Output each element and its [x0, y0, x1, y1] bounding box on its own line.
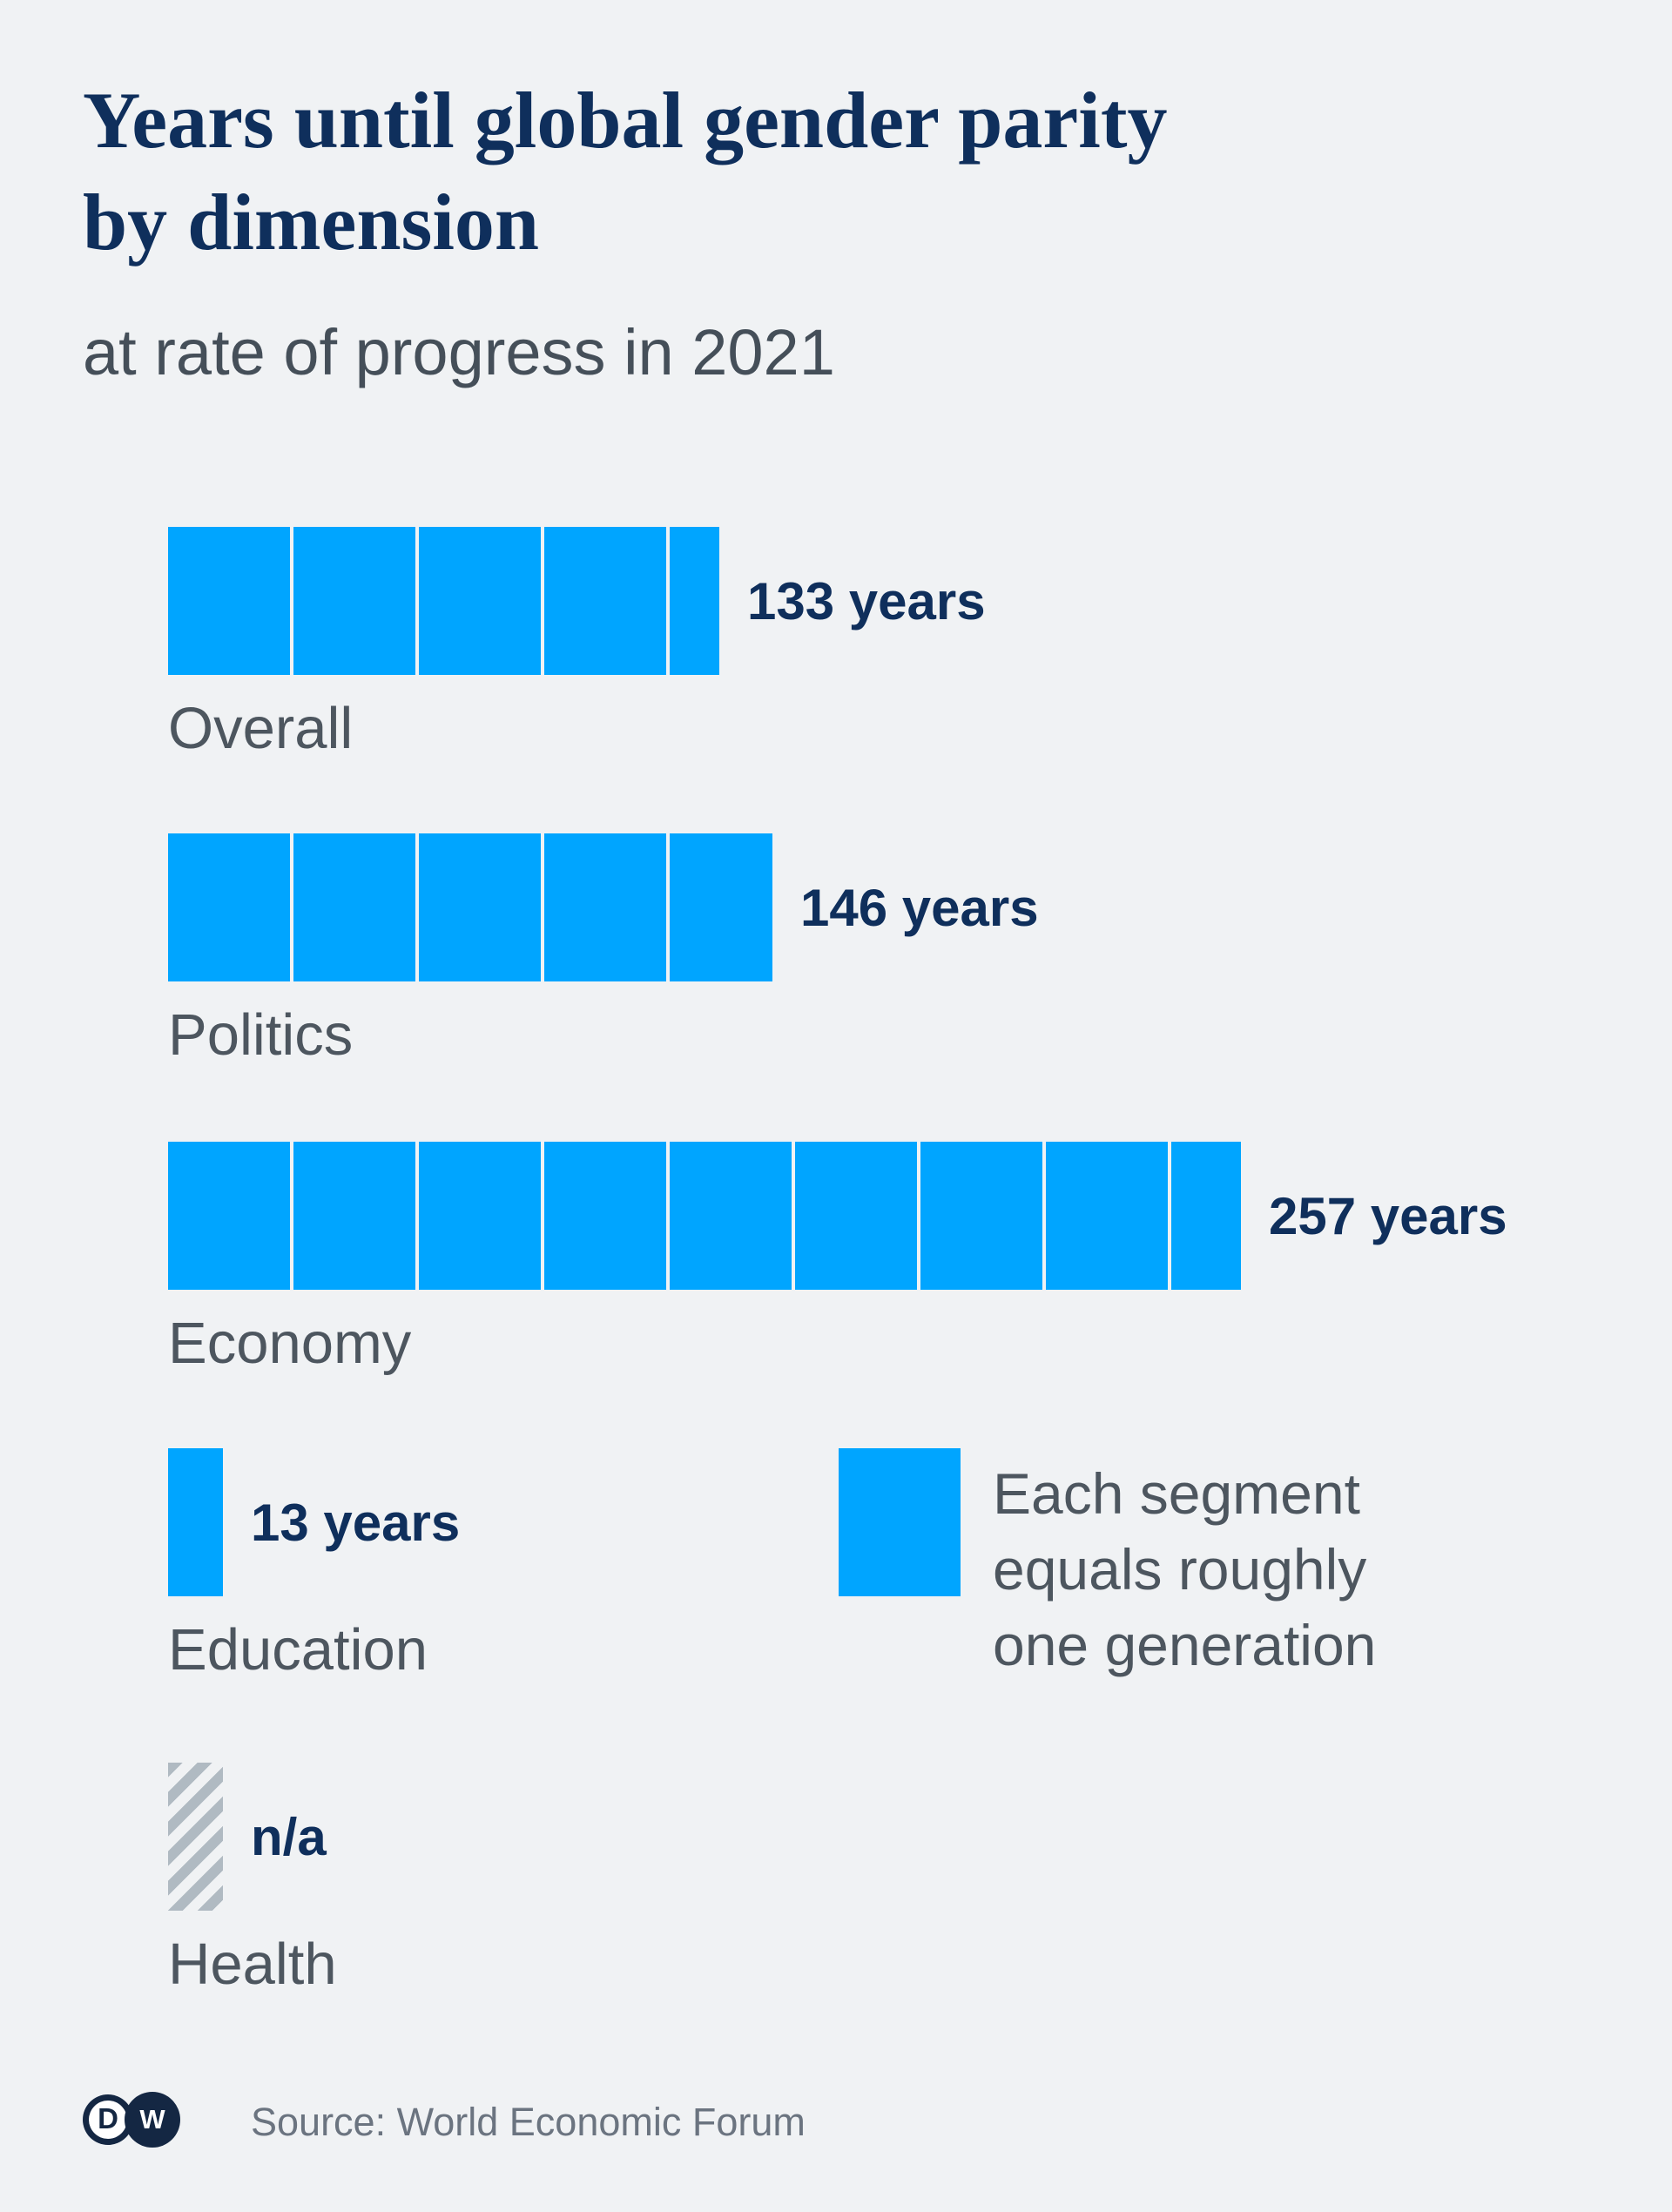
- value-label-economy: 257 years: [1269, 1186, 1507, 1245]
- bar-segment-partial: [1171, 1142, 1241, 1290]
- bar-segment: [670, 1142, 792, 1290]
- dw-logo-letter-w: W: [139, 2104, 165, 2134]
- category-label-health: Health: [168, 1932, 337, 1997]
- chart-subtitle: at rate of progress in 2021: [83, 316, 835, 388]
- bar-segment: [293, 833, 415, 981]
- bar-segment: [920, 1142, 1042, 1290]
- bar-segment: [419, 1142, 541, 1290]
- category-label-economy: Economy: [168, 1311, 412, 1376]
- bar-segment: [795, 1142, 917, 1290]
- bar-segment: [544, 833, 666, 981]
- category-label-education: Education: [168, 1617, 428, 1683]
- bar-economy: [168, 1142, 1241, 1290]
- legend-text-line-3: one generation: [993, 1613, 1377, 1677]
- legend-text: Each segment equals roughly one generati…: [993, 1456, 1550, 1683]
- bar-segment-partial: [670, 833, 772, 981]
- dw-logo-w-circle: W: [125, 2092, 180, 2148]
- bar-segment: [168, 1142, 290, 1290]
- bar-segment-partial: [670, 527, 719, 675]
- bar-segment: [544, 527, 666, 675]
- chart-title-line-1: Years until global gender parity: [83, 76, 1168, 165]
- legend-text-line-1: Each segment: [993, 1461, 1360, 1526]
- bar-segment-partial: [168, 1448, 223, 1596]
- bar-segment: [419, 833, 541, 981]
- bar-segment: [168, 527, 290, 675]
- bar-politics: [168, 833, 772, 981]
- dw-logo: D W: [83, 2092, 180, 2148]
- legend-swatch: [839, 1448, 961, 1596]
- source-text: Source: World Economic Forum: [251, 2100, 806, 2144]
- dw-logo-d-inner: D: [89, 2101, 127, 2139]
- category-label-politics: Politics: [168, 1002, 354, 1068]
- bar-segment: [1046, 1142, 1168, 1290]
- bar-segment-hatched: [168, 1763, 223, 1911]
- dw-logo-letter-d: D: [98, 2102, 118, 2134]
- bar-segment: [419, 527, 541, 675]
- bar-segment: [293, 1142, 415, 1290]
- chart-title-line-2: by dimension: [83, 178, 540, 266]
- value-label-education: 13 years: [251, 1493, 461, 1552]
- chart-title: Years until global gender parity by dime…: [83, 70, 1476, 273]
- category-label-overall: Overall: [168, 696, 354, 761]
- bar-segment: [168, 833, 290, 981]
- value-label-politics: 146 years: [800, 878, 1039, 937]
- value-label-overall: 133 years: [747, 571, 986, 631]
- bar-education: [168, 1448, 223, 1596]
- legend-text-line-2: equals roughly: [993, 1537, 1367, 1602]
- bar-segment: [293, 527, 415, 675]
- bar-segment: [544, 1142, 666, 1290]
- bar-overall: [168, 527, 719, 675]
- bar-health: [168, 1763, 223, 1911]
- value-label-health: n/a: [251, 1807, 327, 1866]
